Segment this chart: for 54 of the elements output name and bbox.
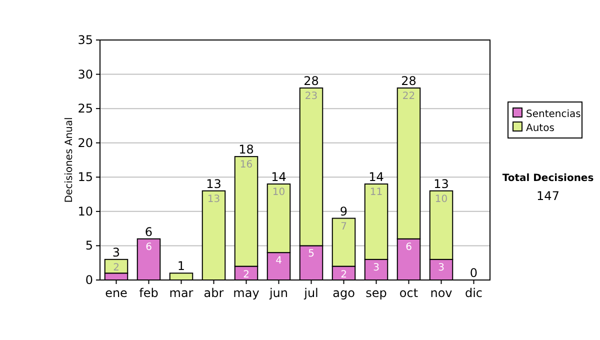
total-label: 14 — [368, 170, 384, 184]
data-label: 10 — [434, 194, 448, 205]
data-label: 5 — [308, 248, 314, 260]
total-label: 1 — [177, 259, 186, 274]
x-tick-label: mar — [169, 286, 194, 300]
y-tick-label: 30 — [78, 67, 93, 82]
y-tick-label: 15 — [78, 170, 93, 184]
x-tick-label: may — [233, 286, 260, 300]
data-label: 7 — [340, 221, 347, 232]
y-axis-title: Decisiones Anual — [64, 117, 75, 203]
total-label: 14 — [271, 170, 286, 184]
x-tick-label: sep — [366, 286, 387, 300]
x-tick-label: jun — [268, 286, 288, 300]
y-tick-label: 5 — [85, 238, 93, 253]
x-tick-label: dic — [464, 286, 483, 300]
legend-label: Autos — [526, 123, 554, 134]
data-label: 6 — [406, 242, 412, 253]
total-label: 18 — [238, 142, 254, 157]
data-label: 4 — [276, 256, 282, 267]
x-tick-label: feb — [139, 286, 158, 300]
x-tick-label: jul — [303, 286, 318, 300]
x-tick-label: nov — [430, 286, 452, 300]
y-tick-label: 35 — [78, 33, 93, 47]
total-label: 6 — [144, 224, 153, 239]
total-label: 9 — [340, 204, 348, 218]
data-label: 10 — [272, 187, 286, 198]
total-label: 0 — [470, 266, 478, 280]
data-label: 2 — [243, 269, 250, 280]
data-label: 2 — [340, 269, 347, 280]
total-label: 28 — [401, 74, 416, 88]
x-tick-label: ene — [105, 286, 128, 300]
data-label: 16 — [240, 160, 253, 171]
data-label: 22 — [402, 91, 416, 102]
data-label: 23 — [304, 91, 318, 102]
y-tick-label: 10 — [78, 204, 93, 218]
total-label: 28 — [304, 74, 319, 88]
total-label: 13 — [206, 176, 222, 191]
total-label: 3 — [112, 245, 120, 260]
text: 147 — [536, 189, 560, 203]
x-tick-label: oct — [399, 286, 418, 300]
x-tick-label: abr — [204, 286, 224, 300]
legend-label: Sentencias — [526, 109, 581, 120]
text: Total Decisiones — [502, 173, 594, 184]
total-label: 13 — [434, 176, 449, 191]
data-label: 11 — [370, 187, 383, 198]
data-label: 13 — [207, 194, 220, 205]
data-label: 6 — [146, 242, 152, 253]
data-label: 3 — [373, 262, 380, 274]
x-tick-label: ago — [332, 286, 355, 300]
y-tick-label: 20 — [78, 136, 93, 150]
y-tick-label: 25 — [78, 102, 93, 116]
y-tick-label: 0 — [85, 273, 93, 287]
data-label: 2 — [113, 262, 120, 274]
data-label: 3 — [438, 262, 444, 274]
